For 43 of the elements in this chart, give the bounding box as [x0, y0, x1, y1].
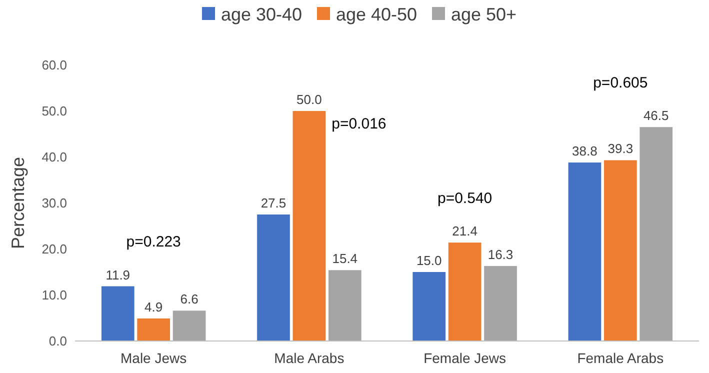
data-label: 16.3	[488, 247, 514, 262]
bar	[328, 270, 362, 341]
y-tick-label: 30.0	[42, 196, 67, 211]
data-label: 27.5	[260, 196, 286, 210]
x-tick-label: Male Arabs	[274, 350, 344, 366]
bar	[448, 242, 482, 341]
x-tick-label: Female Arabs	[577, 350, 664, 366]
data-label: 15.0	[416, 253, 442, 268]
data-label: 38.8	[572, 144, 598, 159]
legend-label: age 30-40	[221, 4, 302, 24]
y-axis-title: Percentage	[8, 156, 28, 250]
bar	[172, 310, 206, 341]
y-tick-label: 10.0	[42, 288, 67, 303]
annotation: p=0.223	[126, 234, 181, 251]
bar	[412, 272, 446, 341]
data-label: 39.3	[608, 141, 634, 156]
data-label: 46.5	[643, 108, 669, 124]
bar	[484, 266, 517, 341]
bar	[257, 214, 290, 341]
y-tick-label: 40.0	[42, 150, 67, 165]
bar	[137, 318, 170, 341]
annotation: p=0.605	[593, 74, 648, 92]
y-tick-label: 0.0	[48, 334, 67, 349]
bar	[292, 111, 326, 341]
y-tick-label: 20.0	[42, 242, 67, 257]
data-label: 15.4	[332, 251, 358, 266]
data-label: 11.9	[106, 267, 130, 282]
y-tick-label: 60.0	[42, 58, 67, 73]
x-tick-label: Male Jews	[120, 350, 187, 366]
annotation: p=0.016	[332, 115, 386, 132]
data-label: 4.9	[144, 299, 163, 314]
data-label: 21.4	[452, 224, 478, 239]
data-label: 6.6	[180, 292, 198, 307]
bar	[568, 162, 602, 341]
x-tick-label: Female Jews	[424, 350, 506, 366]
bar	[604, 160, 637, 341]
y-tick-label: 50.0	[42, 104, 67, 119]
bar	[101, 286, 134, 341]
legend-label: age 50+	[451, 4, 517, 24]
legend-label: age 40-50	[336, 4, 418, 24]
bar	[640, 127, 673, 341]
annotation: p=0.540	[437, 190, 492, 207]
data-label: 50.0	[296, 92, 322, 107]
